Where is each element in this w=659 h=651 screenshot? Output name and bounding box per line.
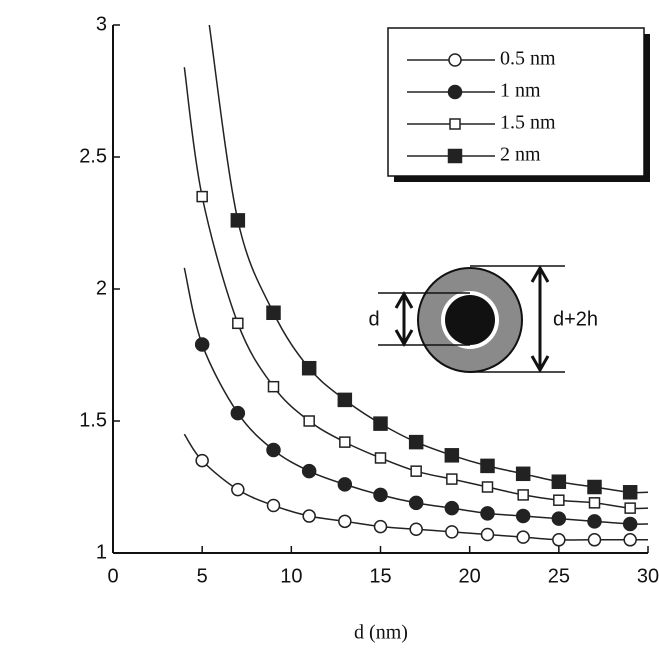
marker (446, 473, 458, 485)
marker (196, 190, 208, 203)
marker (373, 519, 388, 534)
curve (183, 267, 649, 525)
marker (339, 436, 351, 448)
curve (183, 67, 649, 510)
marker (553, 494, 565, 506)
legend-marker (447, 84, 463, 100)
x-axis-label: d (nm) (354, 622, 408, 644)
x-tick-label: 25 (548, 565, 570, 587)
marker (551, 511, 567, 526)
marker (408, 434, 424, 450)
y-tick-label: 3 (96, 13, 107, 35)
marker (481, 481, 494, 493)
legend: 0.5 nm 1 nm 1.5 nm 2 nm (387, 27, 650, 182)
x-tick-label: 30 (637, 565, 659, 587)
marker (267, 380, 280, 393)
marker (266, 442, 281, 458)
marker (337, 392, 353, 408)
legend-box (387, 27, 645, 177)
marker (374, 452, 387, 464)
y-tick-label: 1 (96, 541, 107, 563)
marker (231, 482, 245, 497)
marker (551, 474, 567, 489)
marker (445, 525, 459, 539)
marker (194, 337, 210, 352)
legend-marker (449, 118, 461, 130)
marker (624, 502, 636, 514)
marker (373, 487, 388, 503)
marker (266, 498, 281, 513)
marker (587, 479, 602, 495)
series (183, 433, 648, 547)
legend-marker (447, 148, 463, 164)
marker (480, 527, 495, 542)
marker (588, 497, 601, 509)
marker (301, 463, 317, 479)
marker (515, 466, 531, 482)
inset-inner-label: d (368, 308, 379, 330)
series (208, 24, 649, 500)
marker (266, 305, 281, 321)
legend-label: 1.5 nm (500, 112, 556, 134)
legend-label: 1 nm (500, 80, 541, 102)
marker (302, 509, 316, 523)
marker (230, 213, 246, 228)
x-tick-label: 10 (280, 565, 302, 587)
marker (410, 465, 422, 477)
marker (516, 530, 530, 544)
x-tick-label: 0 (107, 565, 118, 587)
marker (303, 415, 315, 427)
legend-marker (448, 53, 462, 67)
legend-label: 0.5 nm (500, 48, 556, 70)
marker (622, 516, 638, 532)
marker (408, 495, 424, 511)
marker (444, 500, 460, 516)
series (183, 267, 649, 532)
x-tick-label: 20 (459, 565, 481, 587)
marker (373, 416, 388, 431)
y-tick-label: 2 (96, 277, 107, 299)
marker (587, 533, 602, 547)
marker (232, 317, 244, 330)
inset-outer-label: d+2h (553, 308, 598, 330)
marker (623, 533, 637, 547)
series (183, 67, 649, 514)
marker (622, 485, 638, 500)
y-tick-label: 2.5 (79, 145, 107, 167)
marker (338, 514, 352, 529)
marker (552, 533, 566, 547)
marker (480, 458, 495, 474)
marker (587, 514, 602, 529)
marker (515, 508, 531, 524)
marker (444, 448, 460, 463)
marker (480, 506, 495, 521)
x-tick-label: 5 (197, 565, 208, 587)
marker (195, 453, 209, 468)
x-tick-label: 15 (369, 565, 391, 587)
inset-diagram: d d+2h (368, 264, 598, 374)
legend-label: 2 nm (500, 144, 541, 166)
marker (337, 477, 353, 492)
marker (517, 489, 529, 501)
marker (230, 405, 246, 421)
y-tick-label: 1.5 (79, 409, 107, 431)
marker (409, 522, 423, 536)
marker (301, 360, 317, 376)
